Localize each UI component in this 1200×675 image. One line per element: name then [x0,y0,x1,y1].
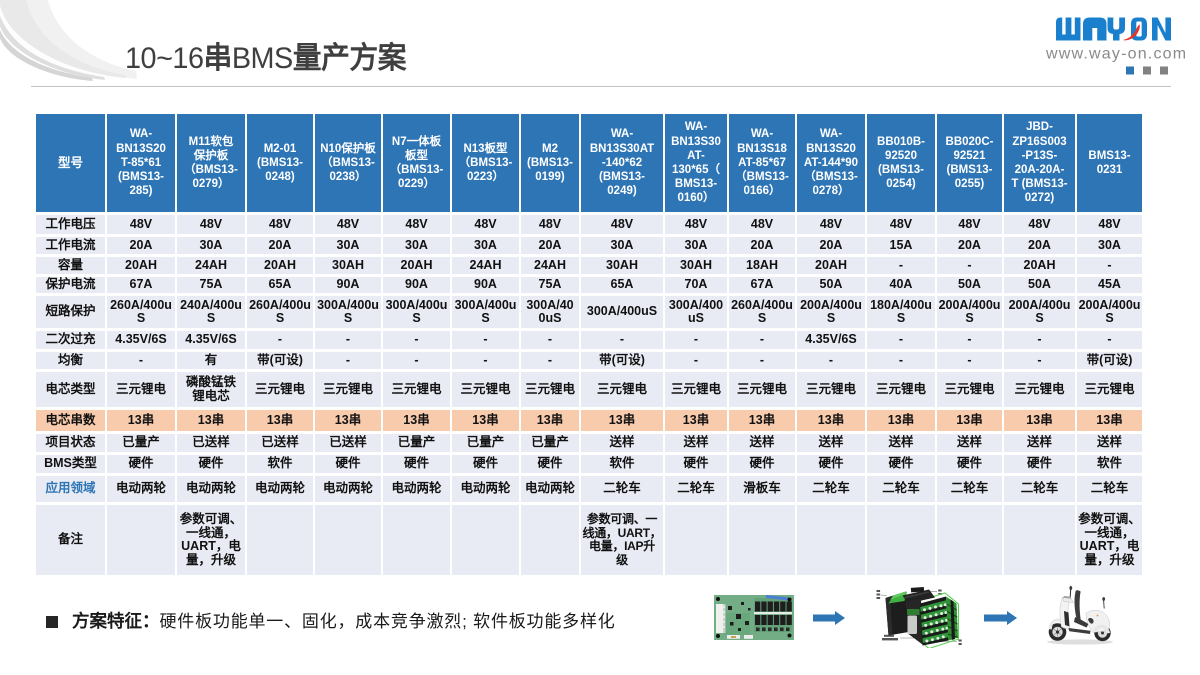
svg-text:www.way-on.com: www.way-on.com [1045,46,1187,63]
